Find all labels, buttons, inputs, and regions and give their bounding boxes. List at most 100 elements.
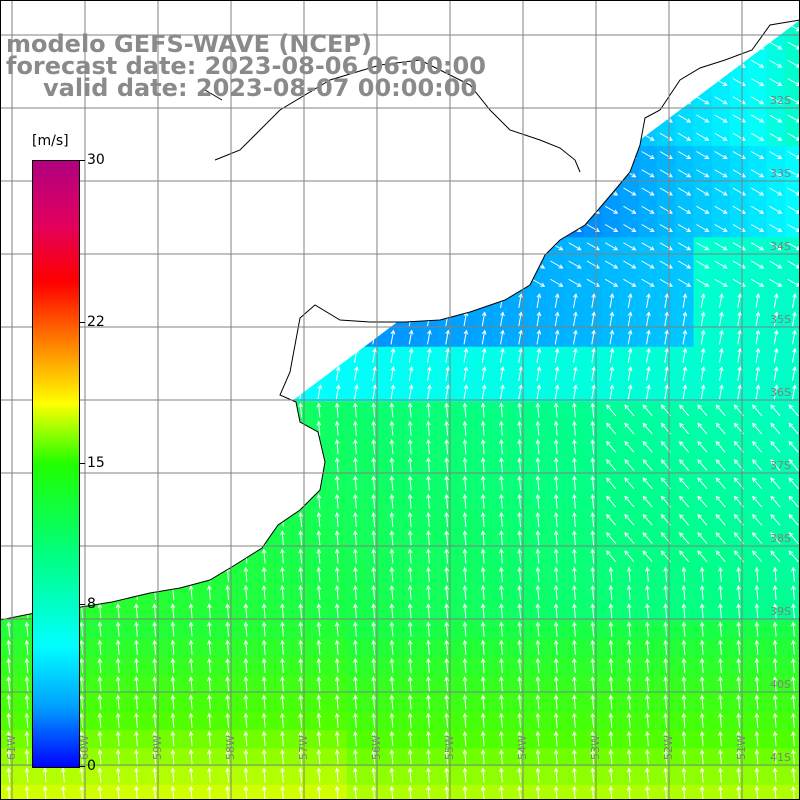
field-cell: [492, 365, 512, 384]
longitude-label: 57W: [297, 735, 310, 760]
field-cell: [529, 346, 549, 366]
field-cell: [711, 365, 731, 384]
colorbar-tick-label: 0: [87, 758, 96, 774]
longitude-label: 56W: [370, 735, 383, 760]
field-cell: [711, 383, 731, 403]
longitude-label: 52W: [662, 735, 675, 760]
field-cell: [784, 547, 800, 567]
field-cell: [346, 383, 366, 403]
field-cell: [784, 73, 800, 92]
field-cell: [711, 310, 731, 330]
longitude-label: 61W: [5, 735, 18, 760]
field-cell: [529, 310, 549, 330]
field-cell: [784, 401, 800, 421]
field-cell: [638, 310, 658, 330]
field-cell: [748, 310, 768, 330]
field-cell: [784, 529, 800, 549]
field-cell: [784, 346, 800, 366]
field-cell: [565, 310, 585, 330]
field-cell: [675, 292, 695, 311]
field-cell: [638, 365, 658, 384]
latitude-label: 41S: [770, 751, 791, 764]
field-cell: [784, 784, 800, 800]
latitude-label: 35S: [770, 313, 791, 326]
field-cell: [602, 383, 622, 403]
field-cell: [310, 310, 330, 330]
field-cell: [346, 365, 366, 384]
latitude-label: 38S: [770, 532, 791, 545]
field-cell: [310, 328, 330, 348]
field-cell: [784, 219, 800, 238]
field-cell: [638, 328, 658, 348]
longitude-label: 55W: [443, 735, 456, 760]
field-cell: [784, 200, 800, 220]
field-cell: [748, 383, 768, 403]
field-cell: [784, 474, 800, 494]
field-cell: [328, 328, 348, 348]
wind-arrow: [317, 311, 323, 327]
field-cell: [492, 346, 512, 366]
field-cell: [675, 91, 695, 111]
colorbar-tick-label: 8: [87, 596, 96, 613]
field-cell: [292, 383, 311, 403]
field-cell: [383, 346, 403, 366]
field-cell: [456, 310, 476, 330]
colorbar-units: [m/s]: [32, 133, 69, 149]
field-cell: [346, 328, 366, 348]
field-cell: [784, 365, 800, 384]
field-cell: [784, 237, 800, 257]
latitude-label: 37S: [770, 459, 791, 472]
field-cell: [711, 328, 731, 348]
colorbar-tick-mark: [79, 766, 85, 767]
field-cell: [748, 346, 768, 366]
colorbar-tick-mark: [79, 604, 85, 606]
field-cell: [492, 383, 512, 403]
field-cell: [748, 365, 768, 384]
field-cell: [784, 492, 800, 512]
field-cell: [784, 419, 800, 439]
field-cell: [602, 310, 622, 330]
field-cell: [529, 328, 549, 348]
colorbar-tick-mark: [79, 160, 85, 161]
field-cell: [784, 182, 800, 202]
colorbar-tick-mark: [79, 321, 85, 323]
wind-arrow: [299, 347, 304, 363]
longitude-label: 51W: [735, 735, 748, 760]
field-cell: [784, 54, 800, 74]
field-cell: [675, 383, 695, 403]
field-cell: [492, 328, 512, 348]
wind-arrow: [335, 347, 341, 363]
field-cell: [602, 328, 622, 348]
wind-arrow: [317, 366, 323, 381]
field-cell: [419, 346, 439, 366]
field-cell: [602, 365, 622, 384]
field-cell: [784, 511, 800, 530]
field-cell: [419, 365, 439, 384]
field-cell: [328, 346, 348, 366]
latitude-label: 39S: [770, 605, 791, 618]
field-cell: [784, 164, 800, 184]
wind-arrow: [317, 329, 323, 345]
field-cell: [784, 273, 800, 293]
field-cell: [456, 346, 476, 366]
field-cell: [310, 383, 330, 403]
field-cell: [784, 109, 800, 129]
field-cell: [784, 127, 800, 147]
field-cell: [565, 346, 585, 366]
field-cell: [383, 328, 403, 348]
colorbar-tick-label: 22: [87, 313, 105, 330]
latitude-label: 33S: [770, 167, 791, 180]
field-cell: [529, 292, 549, 311]
field-cell: [456, 383, 476, 403]
wind-arrow: [354, 329, 359, 345]
field-cell: [784, 255, 800, 275]
field-cell: [383, 383, 403, 403]
longitude-label: 59W: [151, 735, 164, 760]
field-cell: [693, 73, 713, 92]
field-cell: [638, 346, 658, 366]
field-cell: [784, 292, 800, 311]
field-cell: [711, 292, 731, 311]
field-cell: [456, 328, 476, 348]
